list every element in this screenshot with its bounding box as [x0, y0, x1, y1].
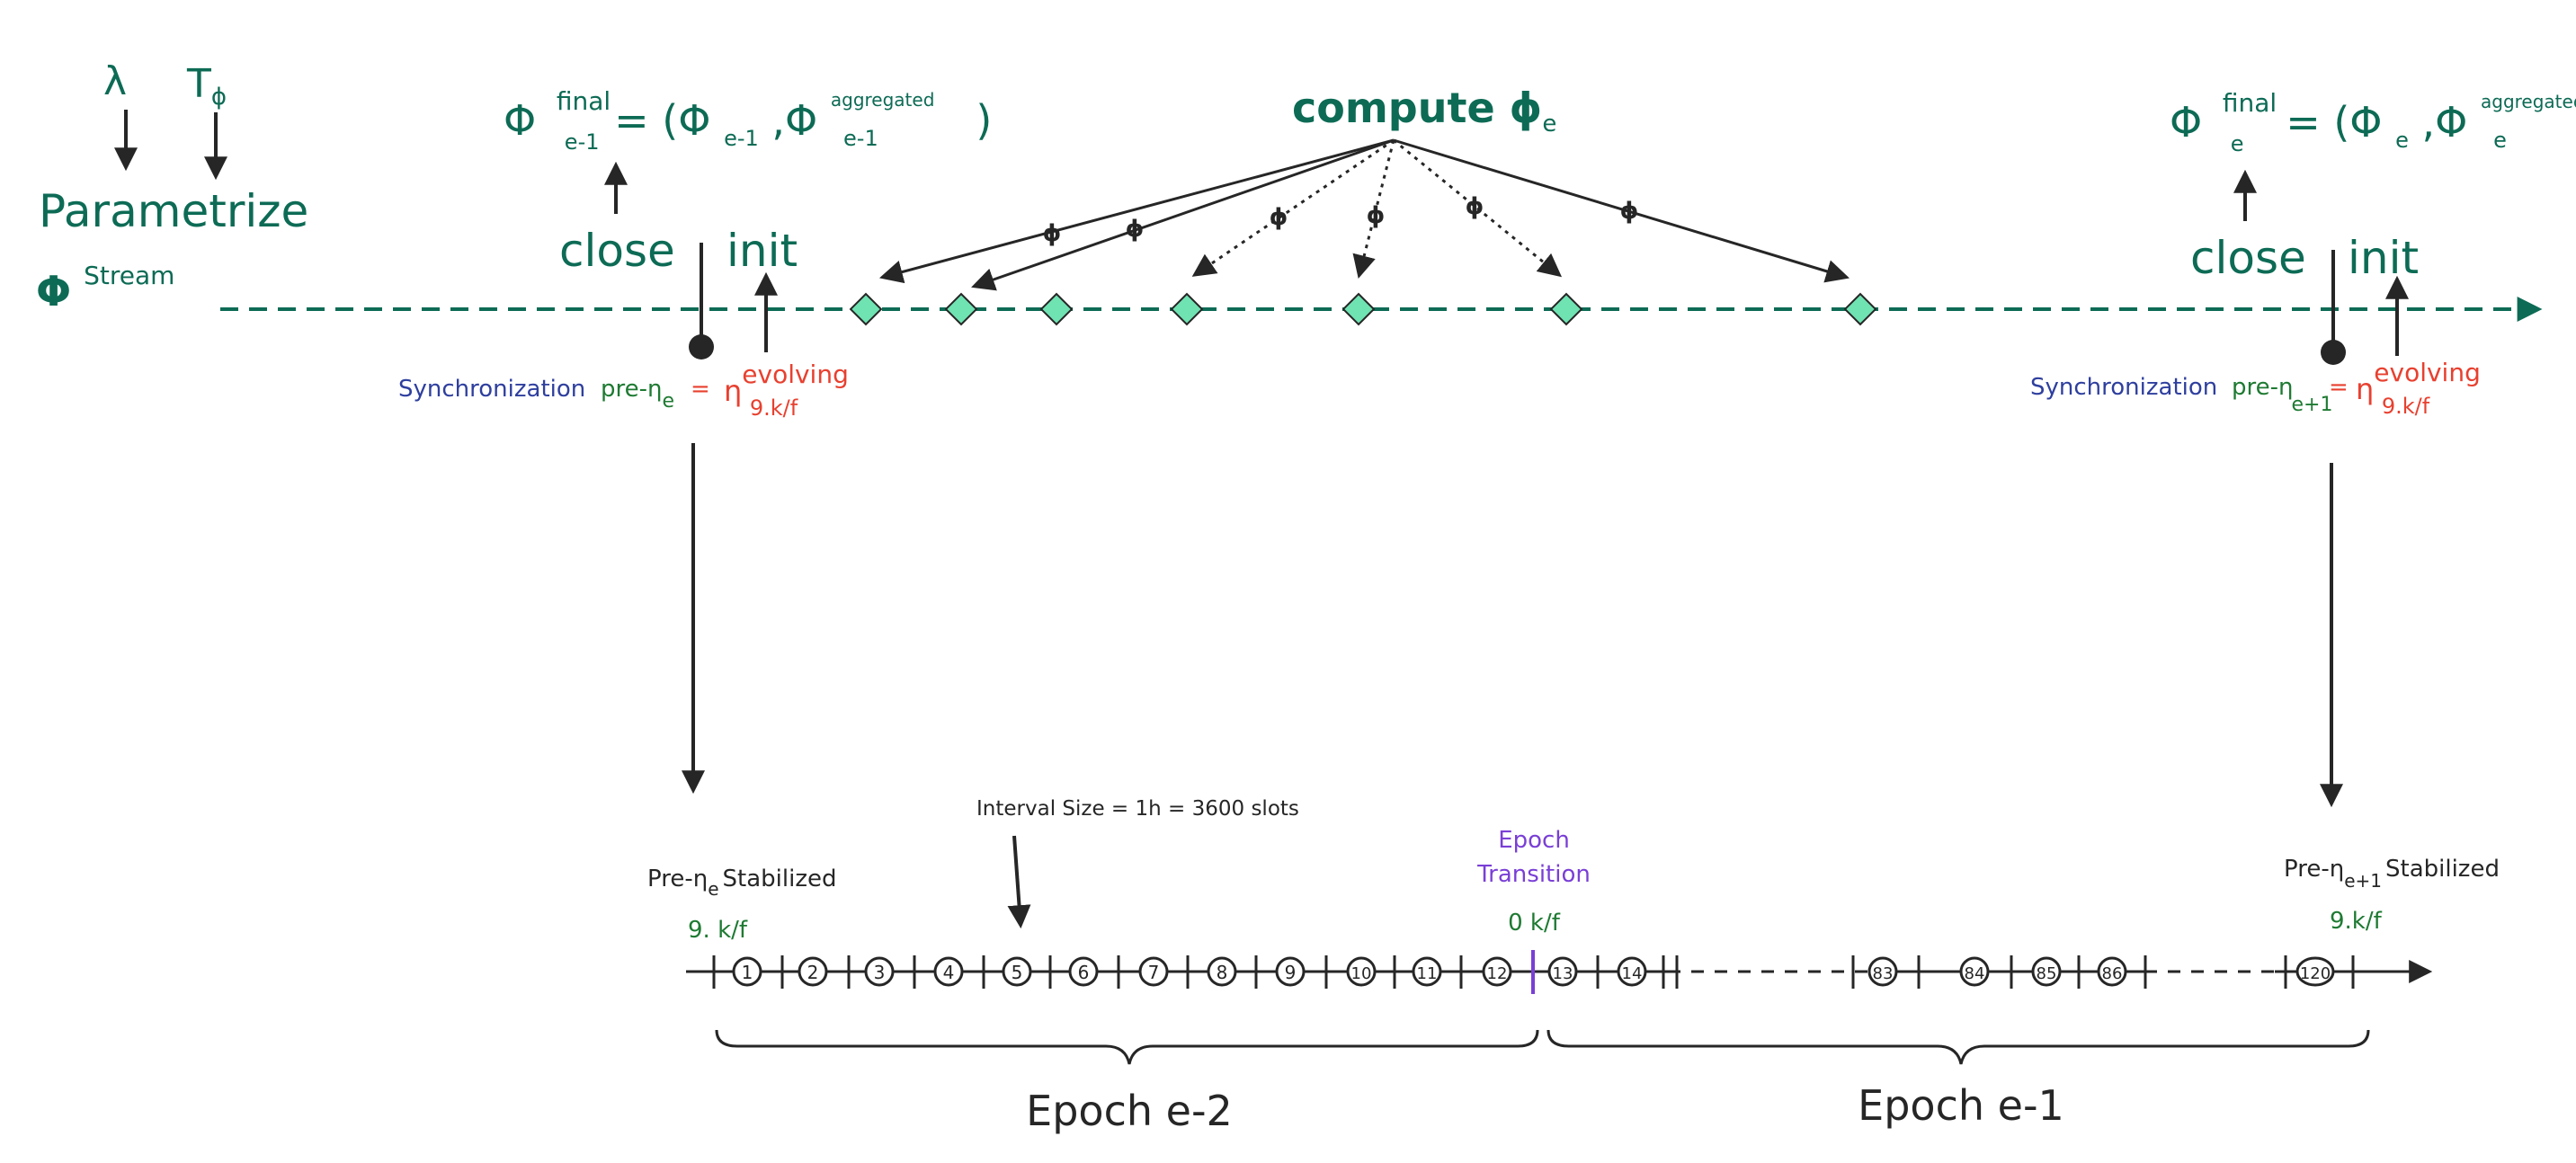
slot-label-85: 85	[2037, 964, 2057, 983]
left-close-label: close	[559, 225, 675, 277]
epoch-transition-line2: Transition	[1476, 861, 1591, 888]
slot-circle-83	[1867, 956, 1898, 987]
slot-label-4: 4	[943, 962, 955, 983]
slot-label-84: 84	[1965, 964, 1985, 983]
right-final-phi-formula: Φ final e = (Φ e ,Φ aggregated e )	[2170, 69, 2576, 161]
slot-circle-4	[933, 956, 964, 987]
fan-phi-label-3: ϕ	[1270, 204, 1288, 231]
right-stabilized-label: Pre-ηe+1 Stabilized	[2284, 856, 2500, 892]
slot-label-5: 5	[1012, 962, 1023, 983]
stream-diamond-1	[849, 292, 883, 326]
left-synchronization-label: Synchronization	[398, 376, 585, 403]
slot-circle-5	[1002, 956, 1032, 987]
compute-phi-label: compute ϕe	[1292, 84, 1556, 138]
left-equals: =	[691, 376, 710, 403]
t-phi-symbol: Tϕ	[186, 61, 227, 111]
slot-circle-84	[1959, 956, 1990, 987]
slot-label-14: 14	[1622, 964, 1643, 983]
slot-label-6: 6	[1078, 962, 1090, 983]
slot-label-11: 11	[1417, 964, 1438, 983]
left-finalization-group: Φ final e-1 = (Φ e-1 ,Φ aggregated e-1 )…	[398, 67, 992, 421]
stream-diamond-4	[1170, 292, 1204, 326]
slot-label-12: 12	[1487, 964, 1508, 983]
right-pre-eta: pre-η e+1	[2232, 374, 2332, 416]
left-final-phi-formula: Φ final e-1 = (Φ e-1 ,Φ aggregated e-1 )	[504, 67, 992, 159]
fan-phi-label-6: ϕ	[1620, 198, 1639, 225]
compute-fan-arrow-1	[878, 138, 1395, 284]
left-sync-point	[689, 334, 714, 360]
left-stabilized-kf: 9. k/f	[688, 917, 748, 944]
epoch-left-brace	[715, 1029, 1539, 1065]
slot-label-86: 86	[2102, 964, 2123, 983]
slot-circle-85	[2031, 956, 2062, 987]
fan-phi-label-5: ϕ	[1466, 193, 1484, 220]
slot-label-83: 83	[1873, 964, 1894, 983]
stream-diamond-2	[944, 292, 978, 326]
slot-circle-12	[1482, 956, 1512, 987]
lambda-symbol: λ	[103, 58, 127, 104]
slot-label-9: 9	[1285, 962, 1297, 983]
slot-circle-6	[1068, 956, 1099, 987]
slot-circle-8	[1207, 956, 1237, 987]
epoch-right-label: Epoch e-1	[1858, 1081, 2064, 1130]
parameters-group: λ Tϕ Parametrize Φ Stream	[36, 58, 308, 315]
parametrize-label: Parametrize	[39, 185, 308, 237]
transition-kf: 0 k/f	[1508, 910, 1561, 937]
right-close-label: close	[2190, 232, 2306, 284]
right-init-label: init	[2348, 232, 2419, 284]
slot-label-7: 7	[1148, 962, 1160, 983]
left-init-label: init	[726, 225, 798, 277]
stream-diamond-3	[1039, 292, 1074, 326]
compute-fan-arrow-2	[971, 138, 1395, 291]
slot-label-3: 3	[874, 962, 886, 983]
slot-circle-2	[798, 956, 828, 987]
slot-circle-86	[2097, 956, 2127, 987]
slot-circle-14	[1617, 956, 1647, 987]
slot-label-13: 13	[1553, 964, 1573, 983]
epoch-right-brace	[1546, 1029, 2370, 1065]
slot-label-10: 10	[1351, 964, 1372, 983]
right-stabilized-kf: 9.k/f	[2330, 908, 2383, 935]
slot-label-8: 8	[1217, 962, 1228, 983]
compute-fan-arrows: ϕ ϕ ϕ ϕ ϕ ϕ	[878, 138, 1850, 291]
fan-phi-label-2: ϕ	[1126, 216, 1145, 243]
right-synchronization-label: Synchronization	[2030, 374, 2217, 401]
slot-label-1: 1	[742, 962, 753, 983]
interval-size-label: Interval Size = 1h = 3600 slots	[976, 797, 1299, 821]
epoch-transition-line1: Epoch	[1498, 827, 1570, 854]
slot-circle-10	[1346, 956, 1377, 987]
compute-phi-group: compute ϕe ϕ ϕ ϕ ϕ ϕ ϕ	[849, 84, 1877, 326]
right-eta-evolving: ηevolving 9.k/f	[2356, 358, 2481, 419]
stream-diamond-7	[1843, 292, 1877, 326]
left-stabilized-label: Pre-ηe Stabilized	[647, 866, 836, 900]
slot-circle-13	[1547, 956, 1578, 987]
fan-phi-label-4: ϕ	[1367, 202, 1386, 229]
slot-circle-11	[1412, 956, 1442, 987]
epoch-left-label: Epoch e-2	[1026, 1087, 1233, 1135]
stream-diamond-6	[1549, 292, 1583, 326]
stream-phi-symbol: Φ Stream	[36, 261, 174, 315]
fan-phi-label-1: ϕ	[1043, 220, 1062, 247]
slot-circle-1	[732, 956, 762, 987]
right-finalization-group: Φ final e = (Φ e ,Φ aggregated e ) close…	[2030, 69, 2576, 419]
slot-circle-9	[1275, 956, 1306, 987]
stream-diamond-5	[1341, 292, 1376, 326]
slot-label-120: 120	[2300, 964, 2331, 983]
slot-circle-120	[2295, 956, 2335, 987]
slot-label-2: 2	[807, 962, 819, 983]
slot-timeline-group: Interval Size = 1h = 3600 slots Epoch Tr…	[647, 797, 2500, 1135]
interval-arrow	[1007, 835, 1031, 929]
stream-sample-points	[849, 292, 1877, 326]
slot-marks: 1 2 3 4 5 6 7 8 9 10 11 12 13 14 83 84 85 86 120	[712, 955, 2355, 989]
slot-circle-3	[864, 956, 895, 987]
right-sync-point	[2321, 340, 2346, 365]
compute-fan-arrow-6	[1393, 138, 1850, 283]
left-pre-eta: pre-ηe	[601, 376, 674, 413]
slot-circle-7	[1138, 956, 1169, 987]
left-eta-evolving: ηevolving 9.k/f	[724, 360, 849, 421]
compute-fan-arrow-3	[1191, 138, 1395, 277]
right-equals: =	[2329, 374, 2349, 401]
